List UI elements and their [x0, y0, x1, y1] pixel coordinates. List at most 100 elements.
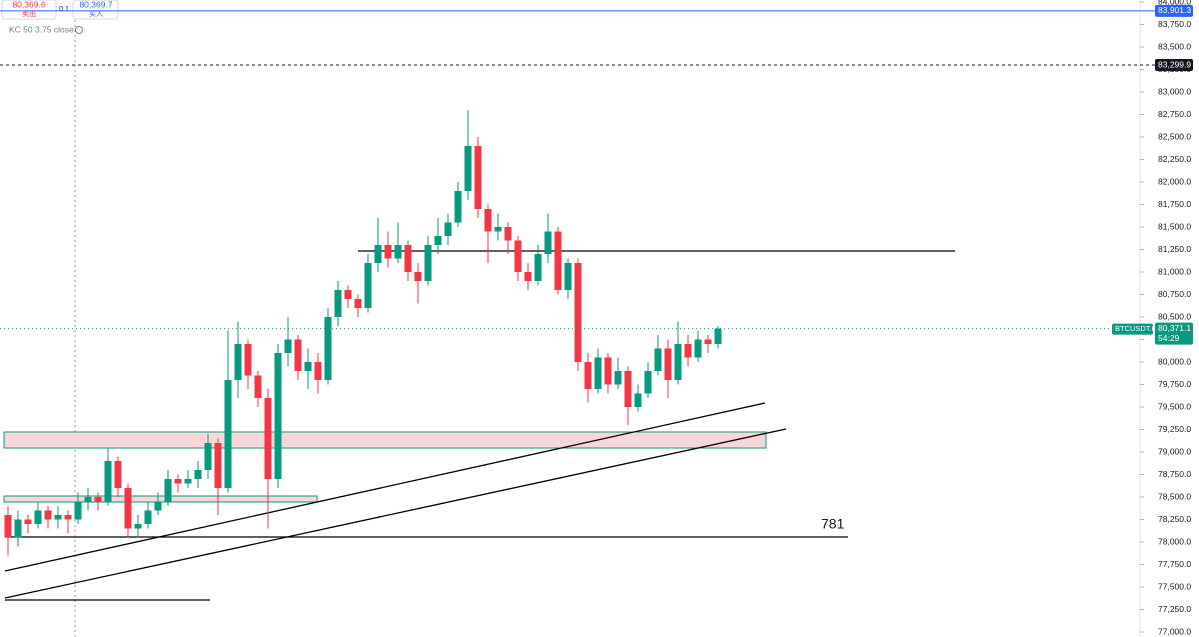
- candle-body: [214, 443, 222, 488]
- candle-body: [84, 497, 92, 502]
- last-price-label: 80,371.1: [1158, 323, 1191, 333]
- y-tick-label: 80,000.0: [1158, 356, 1191, 366]
- candle-body: [684, 344, 692, 358]
- candle-body: [144, 510, 152, 524]
- candle-body: [524, 272, 532, 281]
- y-tick-label: 77,500.0: [1158, 581, 1191, 591]
- candle-body: [704, 339, 712, 344]
- y-tick-label: 82,500.0: [1158, 131, 1191, 141]
- candle-body: [644, 371, 652, 394]
- buy-label: 买入: [89, 10, 103, 18]
- trend-line[interactable]: [4, 428, 787, 599]
- candle-body: [654, 348, 662, 371]
- candle-body: [44, 510, 52, 520]
- candle-body: [564, 263, 572, 290]
- y-tick-label: 78,500.0: [1158, 491, 1191, 501]
- y-tick-label: 81,250.0: [1158, 244, 1191, 254]
- zone-box[interactable]: [3, 495, 318, 503]
- y-tick-label: 83,500.0: [1158, 41, 1191, 51]
- candle-body: [4, 515, 12, 538]
- price-tag: [1155, 59, 1193, 72]
- visibility-icon[interactable]: [75, 26, 83, 34]
- price-tag-label: 83,299.9: [1158, 59, 1191, 69]
- symbol-label: BTCUSDT.P: [1115, 324, 1157, 333]
- trend-line[interactable]: [4, 402, 766, 572]
- candle-body: [584, 362, 592, 389]
- y-tick-label: 82,000.0: [1158, 176, 1191, 186]
- candle-body: [474, 146, 482, 209]
- candle-body: [394, 245, 402, 259]
- candle-body: [494, 227, 502, 232]
- y-tick-label: 79,000.0: [1158, 446, 1191, 456]
- y-tick-label: 83,750.0: [1158, 19, 1191, 29]
- candle-body: [484, 209, 492, 232]
- candle-body: [164, 479, 172, 502]
- candle-body: [444, 222, 452, 236]
- candle-body: [364, 263, 372, 308]
- candle-body: [624, 371, 632, 407]
- candle-body: [504, 227, 512, 241]
- y-tick-label: 84,000.0: [1158, 0, 1191, 6]
- candle-body: [224, 380, 232, 488]
- price-tag-label: 83,901.3: [1158, 5, 1191, 15]
- y-tick-label: 80,500.0: [1158, 311, 1191, 321]
- y-tick-label: 78,750.0: [1158, 469, 1191, 479]
- indicator-label: KC 50 3.75 close: [9, 24, 74, 34]
- candle-body: [674, 344, 682, 380]
- y-tick-label: 78,000.0: [1158, 536, 1191, 546]
- y-tick-label: 81,500.0: [1158, 221, 1191, 231]
- candle-body: [94, 497, 102, 502]
- sell-label: 卖出: [22, 9, 36, 18]
- candle-body: [184, 479, 192, 484]
- y-tick-label: 81,750.0: [1158, 199, 1191, 209]
- y-tick-label: 79,500.0: [1158, 401, 1191, 411]
- candle-body: [594, 357, 602, 389]
- candle-body: [464, 146, 472, 191]
- price-tag: [1155, 4, 1193, 17]
- sell-button[interactable]: [1, 0, 57, 20]
- candle-body: [304, 362, 312, 371]
- candle-body: [514, 240, 522, 272]
- candle-body: [234, 344, 242, 380]
- candle-body: [434, 236, 442, 245]
- candle-body: [114, 461, 122, 488]
- candle-body: [344, 290, 352, 299]
- candle-body: [324, 317, 332, 380]
- candle-body: [154, 501, 162, 511]
- candle-body: [284, 339, 292, 353]
- candle-body: [104, 461, 112, 502]
- y-tick-label: 82,250.0: [1158, 154, 1191, 164]
- y-tick-label: 77,250.0: [1158, 604, 1191, 614]
- y-tick-label: 79,750.0: [1158, 379, 1191, 389]
- candle-body: [534, 254, 542, 281]
- y-tick-label: 81,000.0: [1158, 266, 1191, 276]
- candle-body: [414, 272, 422, 281]
- candle-body: [404, 245, 412, 272]
- candle-body: [604, 357, 612, 385]
- candle-body: [374, 245, 382, 263]
- candle-body: [454, 191, 462, 223]
- candle-body: [314, 362, 322, 380]
- y-tick-label: 78,250.0: [1158, 514, 1191, 524]
- candle-body: [74, 501, 82, 520]
- y-tick-label: 80,750.0: [1158, 289, 1191, 299]
- buy-price: 80,369.7: [79, 0, 112, 9]
- last-price-tag: [1155, 322, 1193, 345]
- y-tick-label: 79,250.0: [1158, 424, 1191, 434]
- candle-body: [124, 488, 132, 529]
- y-tick-label: 82,750.0: [1158, 109, 1191, 119]
- zone-box[interactable]: [3, 431, 767, 449]
- candle-body: [134, 524, 142, 529]
- spread: 0.1: [59, 6, 69, 13]
- candle-body: [714, 328, 722, 344]
- candle-body: [694, 339, 702, 358]
- candle-body: [294, 339, 302, 371]
- y-tick-label: 77,750.0: [1158, 559, 1191, 569]
- candle-body: [334, 290, 342, 317]
- buy-button[interactable]: [72, 0, 119, 20]
- annotation: 781: [821, 516, 845, 532]
- candle-body: [664, 348, 672, 380]
- candle-body: [554, 231, 562, 290]
- countdown-label: 54:29: [1158, 333, 1180, 343]
- candle-body: [24, 519, 32, 524]
